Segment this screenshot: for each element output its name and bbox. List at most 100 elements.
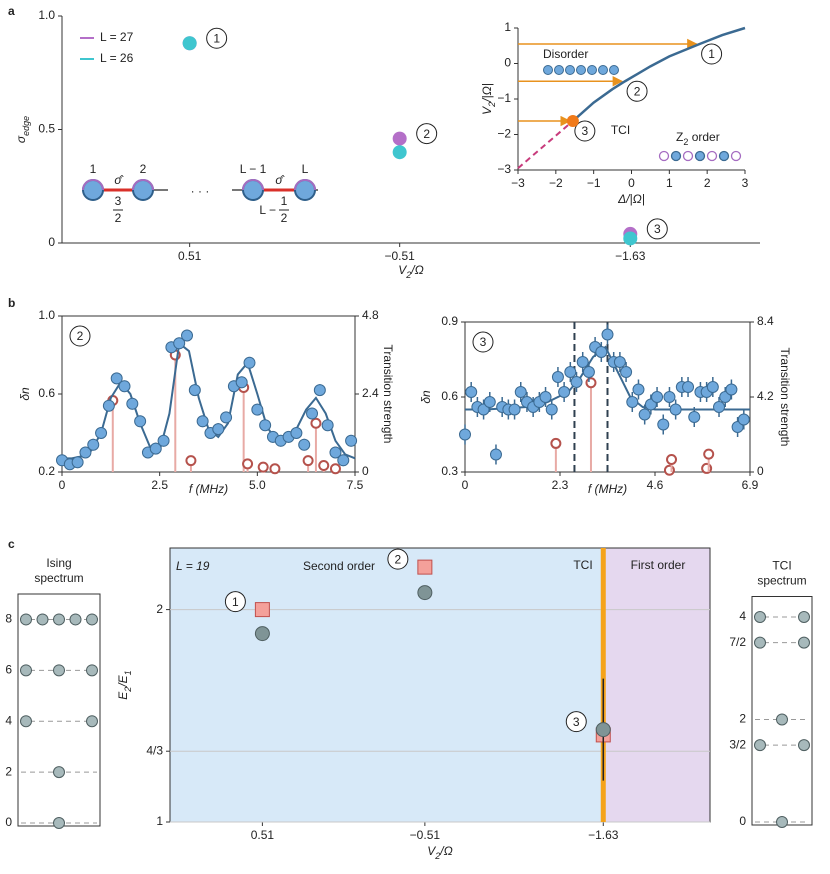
y-tick-label: 7/2 (729, 635, 746, 649)
theory-point (254, 602, 270, 618)
data-point (157, 434, 170, 447)
x-axis-label-part: V (427, 844, 436, 858)
y2-tick-label: 0 (757, 464, 764, 478)
bond-label: σ̂ (114, 173, 123, 187)
data-point (102, 399, 115, 412)
data-point (71, 456, 84, 469)
x-tick-label: 0 (628, 176, 635, 190)
atom (718, 150, 730, 162)
label-circle (387, 548, 409, 570)
y-tick-label: 4 (5, 713, 12, 727)
label-circle (701, 43, 723, 65)
data-point (688, 411, 701, 423)
data-point (337, 454, 350, 467)
data-point (706, 381, 719, 393)
x-tick-label: 3 (742, 176, 749, 190)
atom (658, 150, 670, 162)
site-label: L − 1 (240, 162, 267, 176)
data-point (682, 381, 695, 393)
x-tick-label: 0.51 (251, 828, 275, 842)
atom (565, 65, 575, 75)
data-point (87, 438, 100, 451)
y-tick-label: 3/2 (729, 737, 746, 751)
x-axis-label: f (MHz) (588, 482, 627, 496)
atom (730, 150, 742, 162)
atom (576, 65, 586, 75)
y2-axis-label-part: Transition strength (381, 345, 395, 444)
phase-label-part: Z (676, 130, 683, 144)
data-point (251, 403, 264, 416)
data-point (181, 329, 194, 342)
data-point (306, 407, 319, 420)
data-point (632, 383, 645, 396)
atom-top (132, 179, 154, 191)
y-tick-label: 4 (739, 609, 746, 623)
data-point (713, 401, 726, 413)
half-den: 2 (281, 211, 288, 225)
level-dot (69, 613, 82, 626)
level-dot (20, 664, 32, 677)
panel-letter: a (8, 4, 15, 18)
phase-label-part: order (688, 130, 719, 144)
data-point (551, 371, 564, 383)
panel-letter: b (8, 296, 15, 310)
x-tick-label: 2.3 (552, 478, 569, 492)
atom (543, 65, 553, 75)
x-tick-label: −3 (511, 176, 525, 190)
data-point (259, 419, 272, 432)
data-point (329, 446, 342, 459)
label-circle (626, 80, 648, 102)
x-tick-label: 2.5 (151, 478, 168, 492)
y-axis-label-part: δn (18, 387, 32, 401)
label-circle (69, 325, 91, 347)
stem-head (310, 417, 322, 429)
data-point (564, 366, 577, 378)
y-tick-label: 2 (156, 602, 163, 616)
atom (587, 65, 597, 75)
x-axis-label-part: f (MHz) (588, 482, 627, 496)
label-circle (565, 711, 587, 733)
point-label: 3 (654, 222, 661, 236)
x-axis-label-part: /Ω (439, 844, 452, 858)
data-point (149, 442, 162, 455)
spectrum-title: Ising (46, 556, 71, 570)
x-tick-label: −2 (549, 176, 563, 190)
region (170, 548, 604, 822)
panel-letter: c (8, 537, 15, 551)
data-point (489, 448, 502, 461)
y2-tick-label: 2.4 (362, 386, 379, 400)
y2-tick-label: 4.2 (757, 389, 774, 403)
half-num: 3 (115, 194, 122, 208)
stem-head (701, 462, 713, 474)
x-axis-label-part: V (398, 263, 407, 277)
y-tick-label: 0.9 (441, 314, 458, 328)
level-dot (798, 611, 810, 623)
y-tick-label: −2 (497, 127, 511, 141)
level-dot (20, 715, 32, 728)
spectrum-frame (751, 596, 813, 826)
level-dot (53, 766, 65, 779)
phase-label-part: 2 (683, 137, 688, 147)
x-tick-label: −1 (587, 176, 601, 190)
data-point (298, 438, 311, 451)
x-axis-label: V2/Ω (427, 844, 453, 861)
stem-head (703, 448, 715, 460)
phase-label: Z2 order (676, 130, 720, 147)
spectrum-title: TCI (772, 559, 791, 573)
stem-head (257, 461, 269, 473)
x-tick-label: −0.51 (384, 249, 415, 263)
data-point (313, 384, 326, 397)
y-tick-label: −1 (497, 91, 511, 105)
level-dot (776, 816, 788, 828)
atom-top (82, 179, 104, 191)
y-tick-label: 0.6 (441, 389, 458, 403)
data-point (196, 415, 209, 428)
half-num: 1 (281, 194, 288, 208)
x-axis-label: f (MHz) (189, 482, 228, 496)
spectrum-title: spectrum (34, 571, 83, 585)
legend-label: L = 27 (100, 30, 134, 44)
y-tick-label: 0.5 (38, 122, 55, 136)
data-point (663, 391, 676, 403)
label-circle (472, 331, 494, 353)
data-point (345, 434, 358, 447)
